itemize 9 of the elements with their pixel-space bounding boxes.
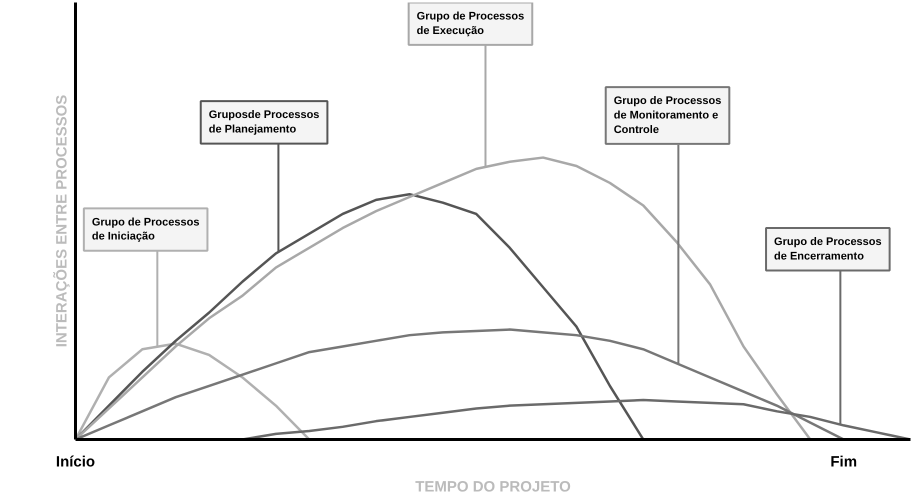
text: Gruposde Processos de Planejamento (208, 109, 320, 136)
x-tick-label: Fim (830, 454, 858, 470)
x-tick-label: Início (56, 454, 96, 470)
text: Grupo de Processos de Encerramento (774, 236, 882, 262)
text: Grupo de Processos de Execução (416, 10, 524, 37)
x-axis-title: TEMPO DO PROJETO (415, 478, 572, 496)
text: Grupo de Processos de Iniciação (92, 216, 200, 243)
text: Grupo de Processos de Monitoramento e Controle (614, 95, 722, 136)
y-axis-title: INTERAÇÕES ENTRE PROCESSOS (52, 94, 70, 348)
